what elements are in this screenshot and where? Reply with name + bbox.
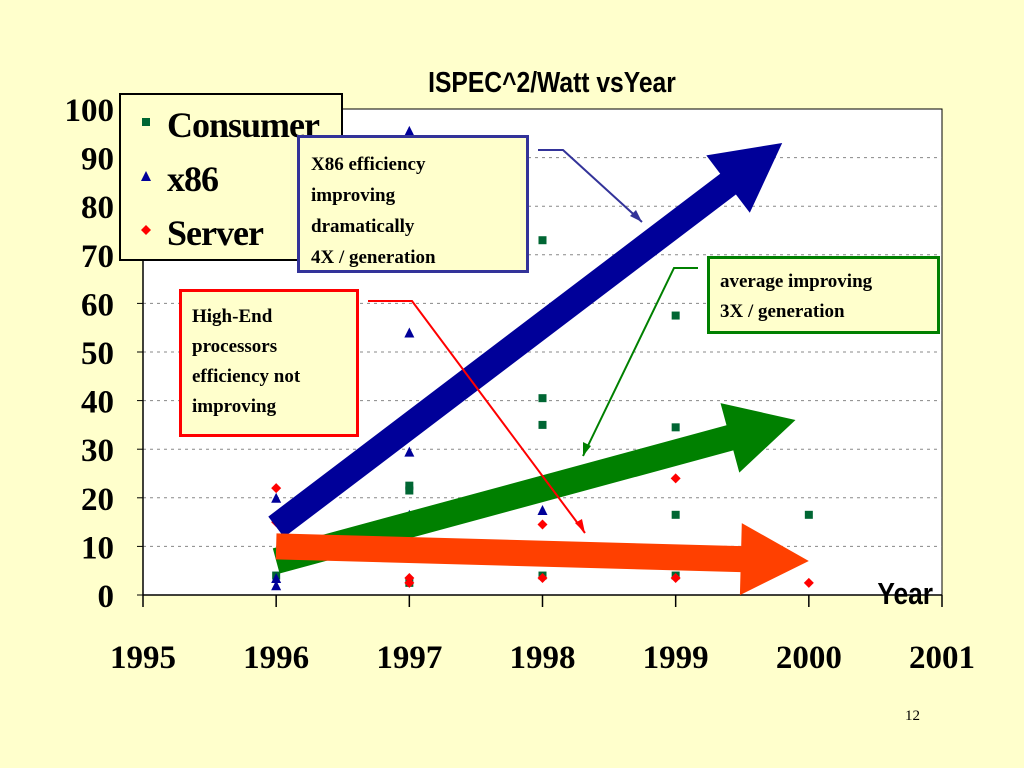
y-tick-label: 50	[81, 336, 114, 372]
x86-point	[404, 327, 415, 338]
annotation-line: improving	[192, 396, 277, 417]
x-tick-label: 1998	[510, 640, 576, 676]
x86-point	[404, 125, 415, 136]
x86-point	[271, 580, 282, 591]
x-tick-label: 1997	[376, 640, 442, 676]
y-tick-label: 60	[81, 287, 114, 323]
hiend-callout-connector	[368, 300, 586, 534]
x-tick-label: 1996	[243, 640, 309, 676]
x86-trend-arrow	[268, 143, 783, 538]
y-tick-label: 90	[81, 142, 114, 178]
consumer-point	[538, 236, 547, 245]
server-point	[803, 577, 814, 588]
annotation-line: average improving	[720, 271, 873, 292]
x-tick-label: 1995	[110, 640, 176, 676]
trend-arrows	[268, 143, 809, 596]
y-tick-label: 100	[65, 93, 115, 129]
avg-callout-connector	[582, 267, 698, 457]
green-square-marker-icon	[142, 118, 150, 126]
x-tick-label: 1999	[643, 640, 709, 676]
server-trend-arrow	[275, 523, 809, 596]
server-point	[404, 577, 415, 588]
y-tick-label: 40	[81, 385, 114, 421]
server-point	[537, 519, 548, 530]
y-tick-label: 10	[81, 530, 114, 566]
x-tick-label: 2000	[776, 640, 842, 676]
consumer-point	[538, 394, 547, 403]
consumer-point	[804, 510, 813, 519]
x-tick-labels: 1995 1996 1997 1998 1999 2000 2001	[110, 595, 975, 676]
y-tick-labels: 0 10 20 30 40 50 60 70 80 90 100	[65, 93, 143, 615]
server-point	[271, 483, 282, 494]
consumer-point	[671, 311, 680, 320]
y-tick-label: 0	[98, 579, 115, 615]
consumer-point	[405, 486, 414, 495]
legend-label-server: Server	[167, 213, 264, 253]
legend-item-server: Server	[121, 207, 341, 259]
y-tick-label: 80	[81, 190, 114, 226]
hiend-connector-arrowhead	[575, 519, 585, 533]
annotation-line: dramatically	[311, 216, 415, 237]
server-point	[537, 572, 548, 583]
consumer-point	[405, 481, 414, 490]
average-annotation: average improving 3X / generation	[707, 256, 940, 334]
y-tick-label: 30	[81, 433, 114, 469]
x86-callout-connector	[538, 149, 643, 223]
consumer-point	[538, 420, 547, 429]
blue-triangle-marker-icon	[141, 171, 151, 181]
annotation-line: 4X / generation	[311, 247, 436, 268]
callout-connectors	[368, 149, 698, 534]
server-point	[670, 473, 681, 484]
avg-connector-arrowhead	[583, 442, 591, 456]
legend-item-x86: x86	[121, 153, 341, 205]
slide-number: 12	[905, 708, 920, 724]
x86-point	[404, 446, 415, 457]
annotation-line: High-End	[192, 306, 273, 327]
legend-item-consumer: Consumer	[121, 99, 341, 151]
annotation-line: 3X / generation	[720, 301, 845, 322]
x86-point	[271, 572, 282, 583]
x86-annotation: X86 efficiency improving dramatically 4X…	[297, 135, 529, 273]
x86-point	[271, 492, 282, 503]
red-diamond-marker-icon	[141, 225, 151, 235]
chart-title: ISPEC^2/Watt vsYear	[428, 66, 676, 98]
x-axis-label: Year	[877, 577, 933, 611]
annotation-line: X86 efficiency	[311, 154, 426, 175]
y-tick-label: 70	[81, 239, 114, 275]
consumer-point	[671, 510, 680, 519]
legend-label-x86: x86	[167, 159, 219, 199]
legend-label-consumer: Consumer	[167, 105, 320, 145]
x86-point	[537, 504, 548, 515]
high-end-annotation: High-End processors efficiency not impro…	[179, 289, 359, 437]
annotation-line: efficiency not	[192, 366, 301, 387]
y-tick-label: 20	[81, 482, 114, 518]
annotation-line: improving	[311, 185, 396, 206]
average-trend-arrow	[272, 403, 796, 574]
annotation-line: processors	[192, 336, 278, 357]
x-tick-label: 2001	[909, 640, 975, 676]
server-point	[670, 572, 681, 583]
consumer-point	[671, 423, 680, 432]
x86-connector-arrowhead	[630, 210, 642, 222]
